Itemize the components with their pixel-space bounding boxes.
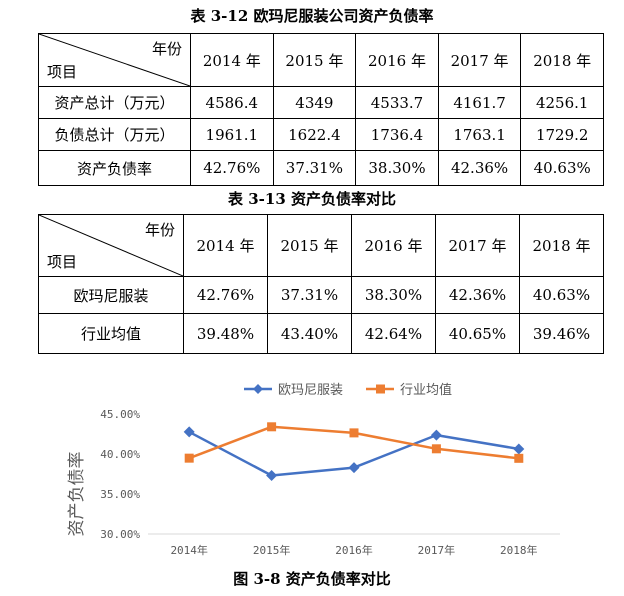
table-cell: 4349 bbox=[272, 86, 357, 119]
y-axis-label: 资产负债率 bbox=[67, 452, 87, 537]
x-tick-label: 2014年 bbox=[170, 543, 208, 557]
row-label: 资产负债率 bbox=[38, 150, 191, 186]
table-row: 行业均值 39.48% 43.40% 42.64% 40.65% 39.46% bbox=[38, 313, 604, 354]
table-cell: 40.63% bbox=[520, 150, 604, 186]
row-label: 负债总计（万元） bbox=[38, 118, 191, 151]
y-tick-label: 45.00% bbox=[100, 408, 140, 421]
table2-header-year: 年份 bbox=[144, 221, 175, 239]
data-point bbox=[266, 470, 278, 482]
table-cell: 1763.1 bbox=[437, 118, 522, 151]
table-cell: 38.30% bbox=[355, 150, 439, 186]
row-label: 欧玛尼服装 bbox=[38, 276, 184, 314]
table2-caption: 表 3-13 资产负债率对比 bbox=[228, 190, 396, 208]
table1-header-item: 项目 bbox=[47, 63, 78, 81]
table-row: 欧玛尼服装 42.76% 37.31% 38.30% 42.36% 40.63% bbox=[38, 276, 604, 314]
table2-year-header: 2017 年 bbox=[435, 214, 520, 277]
row-label: 资产总计（万元） bbox=[38, 86, 191, 119]
table-cell: 39.48% bbox=[183, 313, 268, 354]
data-point bbox=[430, 429, 442, 441]
line-chart: 30.00% 35.00% 40.00% 45.00% 2014年 2015年 2016年 2… bbox=[67, 382, 560, 557]
table-cell: 4586.4 bbox=[190, 86, 274, 119]
table-cell: 40.65% bbox=[435, 313, 520, 354]
data-point bbox=[514, 453, 524, 463]
table1-header-year: 年份 bbox=[151, 40, 182, 58]
legend-label: 欧玛尼服装 bbox=[278, 383, 343, 398]
table-row: 负债总计（万元） 1961.1 1622.4 1736.4 1763.1 172… bbox=[38, 118, 604, 151]
data-point bbox=[513, 443, 525, 455]
data-point bbox=[183, 426, 195, 438]
x-tick-label: 2018年 bbox=[500, 543, 538, 557]
legend-marker bbox=[376, 384, 385, 394]
table-cell: 43.40% bbox=[267, 313, 352, 354]
table2-header-corner: 年份 项目 bbox=[38, 214, 184, 277]
table2-year-header: 2016 年 bbox=[351, 214, 436, 277]
table-cell: 37.31% bbox=[272, 150, 357, 186]
data-point bbox=[349, 428, 359, 438]
table2-year-header: 2018 年 bbox=[519, 214, 604, 277]
table-cell: 4161.7 bbox=[437, 86, 522, 119]
table-cell: 42.36% bbox=[437, 150, 522, 186]
table1-header-corner: 年份 项目 bbox=[38, 33, 191, 87]
table-cell: 42.64% bbox=[351, 313, 436, 354]
x-tick-label: 2017年 bbox=[418, 543, 456, 557]
y-tick-label: 40.00% bbox=[100, 448, 140, 461]
legend-label: 行业均值 bbox=[400, 382, 452, 398]
y-tick-label: 35.00% bbox=[100, 488, 140, 501]
table-cell: 1729.2 bbox=[520, 118, 604, 151]
table2: 年份 项目 2014 年 2015 年 2016 年 2017 年 2018 年… bbox=[38, 214, 604, 354]
x-tick-label: 2016年 bbox=[335, 543, 373, 557]
table-cell: 42.36% bbox=[435, 276, 520, 314]
table1: 年份 项目 2014 年 2015 年 2016 年 2017 年 2018 年… bbox=[38, 33, 604, 186]
legend-marker bbox=[253, 384, 263, 394]
table2-header-item: 项目 bbox=[47, 253, 78, 271]
table-cell: 1736.4 bbox=[355, 118, 439, 151]
table1-caption: 表 3-12 欧玛尼服装公司资产负债率 bbox=[190, 7, 434, 25]
data-point bbox=[431, 444, 441, 454]
data-point bbox=[267, 422, 277, 432]
x-tick-label: 2015年 bbox=[253, 543, 291, 557]
table1-year-header: 2017 年 bbox=[437, 33, 522, 87]
table-cell: 4533.7 bbox=[355, 86, 439, 119]
figure-caption: 图 3-8 资产负债率对比 bbox=[233, 570, 391, 588]
table1-year-header: 2018 年 bbox=[520, 33, 604, 87]
table-cell: 4256.1 bbox=[520, 86, 604, 119]
table-cell: 38.30% bbox=[351, 276, 436, 314]
table1-year-header: 2016 年 bbox=[355, 33, 439, 87]
data-point bbox=[348, 462, 360, 474]
table-cell: 39.46% bbox=[519, 313, 604, 354]
table2-year-header: 2015 年 bbox=[267, 214, 352, 277]
row-label: 行业均值 bbox=[38, 313, 184, 354]
data-point bbox=[184, 453, 194, 463]
y-tick-label: 30.00% bbox=[100, 528, 140, 541]
table-cell: 42.76% bbox=[183, 276, 268, 314]
table-row: 资产总计（万元） 4586.4 4349 4533.7 4161.7 4256.… bbox=[38, 86, 604, 119]
table-cell: 37.31% bbox=[267, 276, 352, 314]
table-cell: 42.76% bbox=[190, 150, 274, 186]
table1-year-header: 2014 年 bbox=[190, 33, 274, 87]
table-cell: 1622.4 bbox=[272, 118, 357, 151]
table-cell: 1961.1 bbox=[190, 118, 274, 151]
table-row: 资产负债率 42.76% 37.31% 38.30% 42.36% 40.63% bbox=[38, 150, 604, 186]
table1-year-header: 2015 年 bbox=[272, 33, 357, 87]
table2-year-header: 2014 年 bbox=[183, 214, 268, 277]
table-cell: 40.63% bbox=[519, 276, 604, 314]
